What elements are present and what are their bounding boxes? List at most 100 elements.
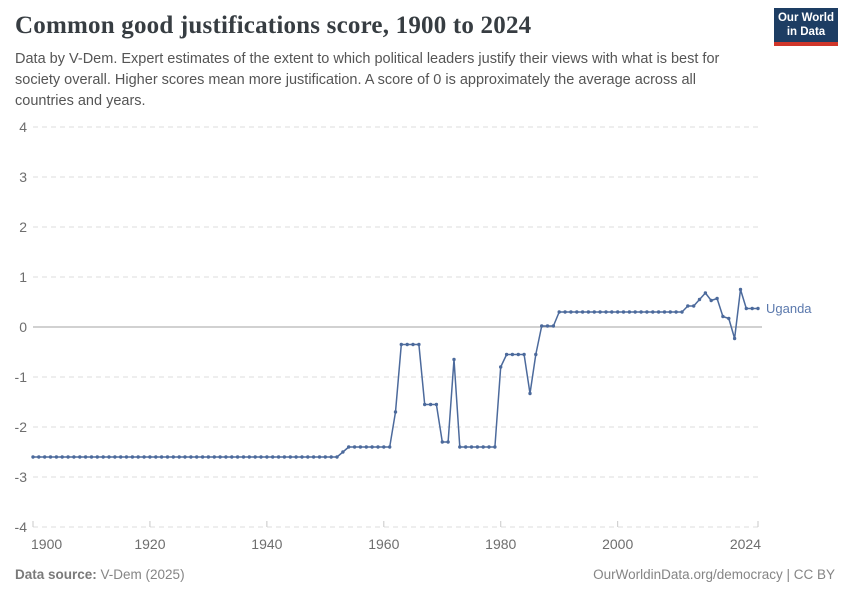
data-point <box>282 455 287 459</box>
data-point <box>598 310 602 314</box>
page-title: Common good justifications score, 1900 t… <box>15 12 532 39</box>
data-point <box>78 455 82 459</box>
data-point <box>136 455 140 459</box>
data-point <box>230 455 234 459</box>
data-point <box>709 298 713 303</box>
data-point <box>411 342 415 347</box>
data-point <box>627 310 632 314</box>
data-point <box>206 455 211 459</box>
data-point <box>458 445 462 449</box>
data-point <box>633 310 637 314</box>
data-point <box>107 455 111 459</box>
owid-logo[interactable]: Our World in Data <box>774 8 838 46</box>
data-point <box>288 455 292 459</box>
data-point <box>750 306 754 311</box>
data-point <box>177 455 181 459</box>
data-point <box>323 455 327 459</box>
data-point <box>475 445 480 449</box>
data-point <box>218 455 222 459</box>
data-point <box>54 455 59 459</box>
subtitle-line-2: society overall. Higher scores mean more… <box>15 72 697 88</box>
y-tick-label: 3 <box>19 169 27 185</box>
x-tick-label: 2000 <box>602 536 633 552</box>
data-point <box>469 445 474 449</box>
y-tick-label: 0 <box>19 319 27 335</box>
data-point <box>674 310 678 314</box>
data-point <box>569 310 573 314</box>
data-point <box>744 306 748 311</box>
data-point <box>294 455 298 459</box>
data-point <box>639 310 643 314</box>
y-tick-label: -1 <box>15 369 28 385</box>
data-point <box>575 310 579 314</box>
owid-logo-line2: in Data <box>786 26 826 38</box>
data-point <box>732 336 737 341</box>
data-point <box>493 445 497 449</box>
data-point <box>276 455 281 459</box>
data-point <box>195 455 199 459</box>
data-point <box>358 445 363 449</box>
data-point <box>393 410 398 414</box>
owid-logo-line1: Our World <box>777 12 834 24</box>
data-point <box>200 455 205 459</box>
data-point <box>727 316 731 321</box>
data-point <box>686 304 690 308</box>
data-point <box>72 455 76 459</box>
data-point <box>610 310 614 314</box>
data-point <box>680 310 684 314</box>
data-point <box>382 445 386 449</box>
data-point <box>189 455 193 459</box>
data-point <box>83 455 88 459</box>
data-point <box>586 310 591 314</box>
data-point <box>423 402 427 407</box>
data-point <box>66 455 70 459</box>
data-point <box>434 402 439 407</box>
data-point <box>697 297 702 302</box>
y-tick-label: -2 <box>15 419 28 435</box>
data-point <box>481 445 485 449</box>
data-point <box>715 296 719 301</box>
data-point <box>165 455 170 459</box>
data-point <box>329 455 333 459</box>
data-point <box>738 287 743 292</box>
data-point <box>522 352 526 357</box>
data-point <box>452 357 456 362</box>
data-point <box>428 402 433 407</box>
data-point <box>388 445 392 449</box>
data-source-note: Data source: V-Dem (2025) <box>15 567 185 582</box>
data-point <box>487 445 491 449</box>
data-point <box>224 455 228 459</box>
data-point <box>551 324 556 328</box>
data-point <box>464 445 468 449</box>
data-point <box>48 455 53 459</box>
data-point <box>592 310 596 314</box>
data-point <box>119 455 123 459</box>
x-tick-label: 2024 <box>730 536 761 552</box>
data-point <box>417 342 421 347</box>
subtitle-line-3: countries and years. <box>15 93 146 109</box>
y-tick-label: -4 <box>15 519 28 535</box>
x-tick-label: 1920 <box>134 536 165 552</box>
data-point <box>43 455 47 459</box>
data-point <box>756 306 760 311</box>
owid-license-link[interactable]: OurWorldinData.org/democracy | CC BY <box>593 567 835 582</box>
entity-label[interactable]: Uganda <box>766 301 812 316</box>
data-point <box>253 455 257 459</box>
data-point <box>604 310 608 314</box>
data-point <box>370 445 374 449</box>
data-point <box>130 455 135 459</box>
y-tick-label: 4 <box>19 119 27 135</box>
data-point <box>645 310 649 314</box>
data-point <box>399 342 403 347</box>
data-line-uganda[interactable] <box>32 288 759 458</box>
data-point <box>60 455 64 459</box>
data-point <box>405 342 409 347</box>
data-point <box>721 314 725 319</box>
data-point <box>516 352 520 357</box>
data-point <box>335 455 339 459</box>
chart-header: Common good justifications score, 1900 t… <box>15 12 765 112</box>
data-point <box>212 455 216 459</box>
data-point <box>703 291 708 295</box>
data-point <box>446 440 450 444</box>
